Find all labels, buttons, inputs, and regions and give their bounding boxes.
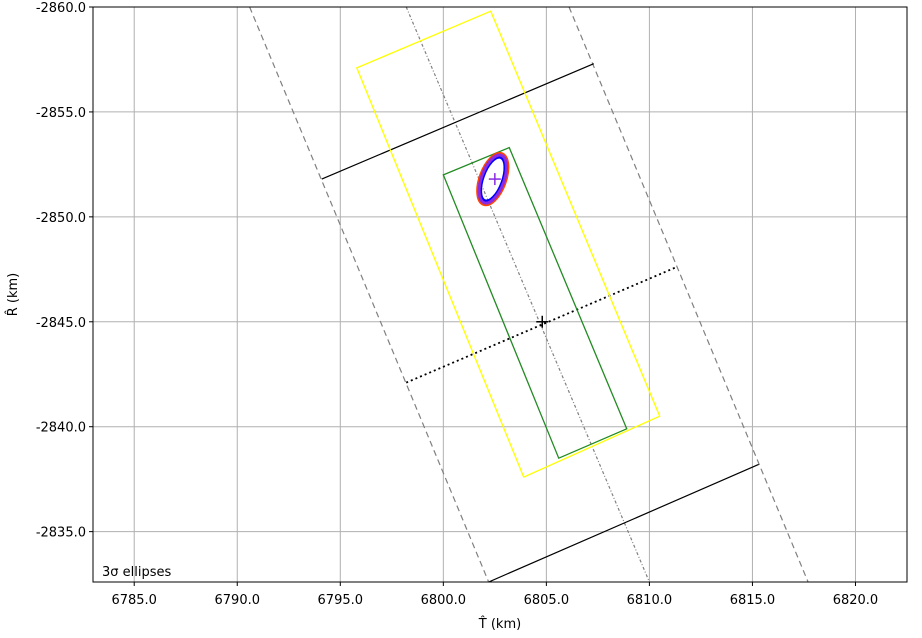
- y-tick-label: -2835.0: [36, 526, 86, 541]
- y-tick-label: -2840.0: [36, 421, 86, 436]
- x-tick-label: 6810.0: [627, 593, 673, 608]
- axes-frame: [92, 6, 908, 583]
- yellow-rectangle: [355, 10, 661, 478]
- dashed-boundary-left: [249, 7, 490, 582]
- dashed-boundary-right: [568, 7, 809, 582]
- y-axis-label: R̂ (km): [6, 273, 21, 317]
- purple-ellipse: [477, 153, 508, 205]
- y-tick-label: -2855.0: [36, 106, 86, 121]
- x-tick-label: 6795.0: [318, 593, 364, 608]
- x-tick-label: 6790.0: [215, 593, 261, 608]
- center-plus: [536, 315, 549, 328]
- x-tick-label: 6820.0: [833, 593, 879, 608]
- x-tick-label: 6785.0: [111, 593, 157, 608]
- ellipses-annotation: 3σ ellipses: [102, 565, 171, 580]
- x-tick-label: 6805.0: [524, 593, 570, 608]
- y-tick-label: -2860.0: [36, 1, 86, 16]
- plot-data: [249, 7, 809, 582]
- solid-crossline-upper: [321, 63, 594, 180]
- y-tick-label: -2850.0: [36, 211, 86, 226]
- x-tick-label: 6800.0: [421, 593, 467, 608]
- dotted-crossline-middle: [405, 266, 677, 384]
- y-tick-label: -2845.0: [36, 316, 86, 331]
- x-tick-label: 6815.0: [730, 593, 776, 608]
- x-axis-label: T̂ (km): [478, 617, 521, 632]
- ticks: 6785.0 6790.0 6795.0 6800.0 6805.0 6810.0 6815…: [36, 1, 878, 608]
- dashdot-centerline: [405, 7, 650, 582]
- ellipse-plus: [488, 173, 501, 186]
- solid-crossline-lower: [488, 463, 759, 582]
- green-rectangle: [442, 146, 628, 460]
